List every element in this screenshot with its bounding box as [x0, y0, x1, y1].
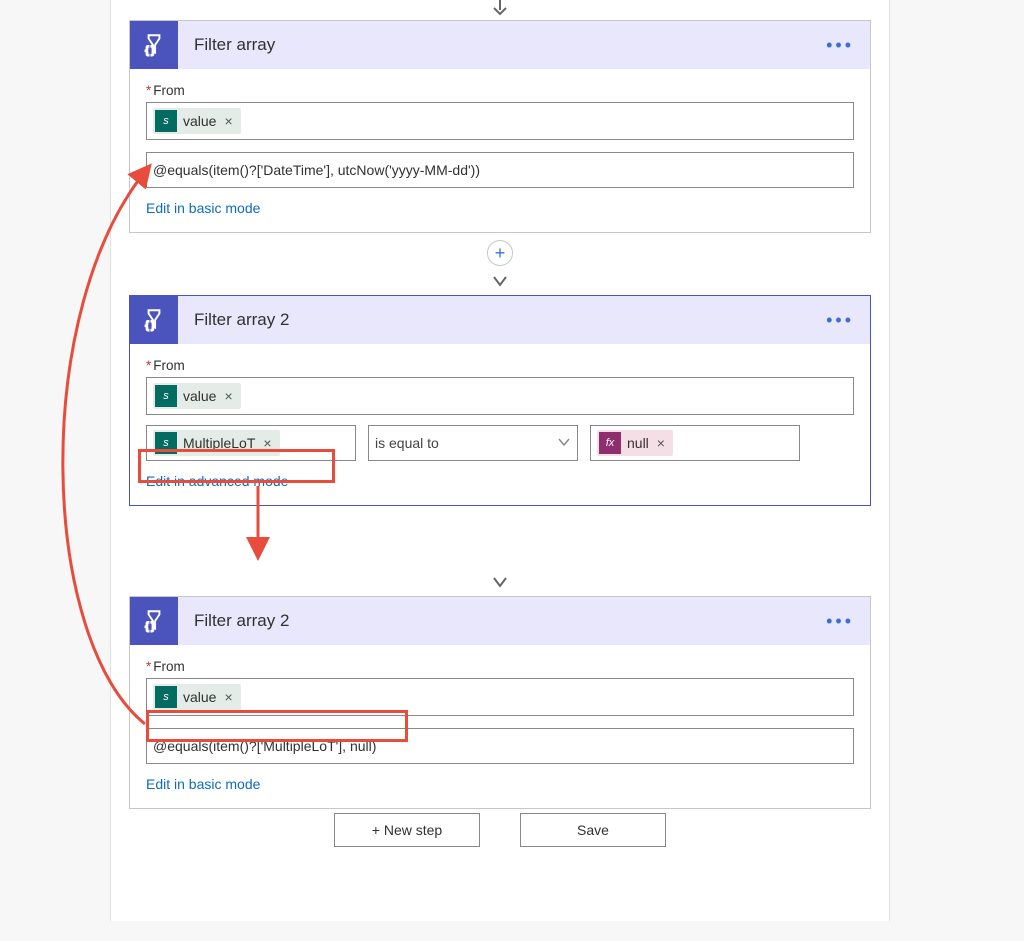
- card-menu-button[interactable]: •••: [810, 35, 870, 56]
- from-input[interactable]: s value ×: [146, 678, 854, 716]
- from-input[interactable]: s value ×: [146, 102, 854, 140]
- token-multiplelot[interactable]: s MultipleLoT ×: [153, 430, 280, 456]
- action-card-filter-array-2[interactable]: { } Filter array 2 ••• *From s value × s…: [129, 295, 871, 506]
- token-remove[interactable]: ×: [655, 435, 667, 451]
- data-operation-icon: { }: [130, 597, 178, 645]
- connector: +: [111, 233, 889, 273]
- card-menu-button[interactable]: •••: [810, 611, 870, 632]
- token-null[interactable]: fx null ×: [597, 430, 673, 456]
- spacer: [111, 506, 889, 574]
- condition-right-input[interactable]: fx null ×: [590, 425, 800, 461]
- footer-buttons: + New step Save: [111, 813, 889, 847]
- card-title: Filter array 2: [178, 611, 810, 631]
- expression-text: @equals(item()?['MultipleLoT'], null): [153, 738, 376, 754]
- field-label-from: *From: [146, 83, 854, 98]
- token-remove[interactable]: ×: [222, 689, 234, 705]
- token-label: value: [183, 388, 216, 404]
- expression-text: @equals(item()?['DateTime'], utcNow('yyy…: [153, 162, 480, 178]
- token-value[interactable]: s value ×: [153, 108, 241, 134]
- dynamic-content-icon: s: [155, 385, 177, 407]
- flow-canvas: { } Filter array ••• *From s value × @eq…: [110, 0, 890, 921]
- token-remove[interactable]: ×: [222, 113, 234, 129]
- card-header[interactable]: { } Filter array 2 •••: [130, 597, 870, 645]
- data-operation-icon: { }: [130, 21, 178, 69]
- token-label: value: [183, 689, 216, 705]
- field-label-from: *From: [146, 358, 854, 373]
- token-value[interactable]: s value ×: [153, 383, 241, 409]
- connector-arrow: [111, 273, 889, 291]
- add-step-button[interactable]: +: [487, 240, 513, 266]
- dynamic-content-icon: s: [155, 686, 177, 708]
- field-label-from: *From: [146, 659, 854, 674]
- card-menu-button[interactable]: •••: [810, 310, 870, 331]
- token-label: value: [183, 113, 216, 129]
- action-card-filter-array-1[interactable]: { } Filter array ••• *From s value × @eq…: [129, 20, 871, 233]
- token-remove[interactable]: ×: [261, 435, 273, 451]
- svg-text:{ }: { }: [145, 321, 155, 332]
- edit-basic-mode-link[interactable]: Edit in basic mode: [146, 776, 260, 792]
- save-button[interactable]: Save: [520, 813, 666, 847]
- card-body: *From s value × @equals(item()?['DateTim…: [130, 69, 870, 232]
- card-body: *From s value × @equals(item()?['Multipl…: [130, 645, 870, 808]
- edit-basic-mode-link[interactable]: Edit in basic mode: [146, 200, 260, 216]
- card-body: *From s value × s MultipleLoT × is: [130, 344, 870, 505]
- action-card-filter-array-2-advanced[interactable]: { } Filter array 2 ••• *From s value × @…: [129, 596, 871, 809]
- svg-text:{ }: { }: [145, 46, 155, 57]
- from-input[interactable]: s value ×: [146, 377, 854, 415]
- connector-arrow: [111, 0, 889, 18]
- condition-left-input[interactable]: s MultipleLoT ×: [146, 425, 356, 461]
- condition-row: s MultipleLoT × is equal to fx null ×: [146, 425, 854, 461]
- expression-input[interactable]: @equals(item()?['DateTime'], utcNow('yyy…: [146, 152, 854, 188]
- chevron-down-icon: [557, 435, 571, 452]
- data-operation-icon: { }: [130, 296, 178, 344]
- edit-advanced-mode-link[interactable]: Edit in advanced mode: [146, 473, 288, 489]
- dynamic-content-icon: s: [155, 432, 177, 454]
- token-label: MultipleLoT: [183, 435, 255, 451]
- card-header[interactable]: { } Filter array 2 •••: [130, 296, 870, 344]
- svg-text:{ }: { }: [145, 622, 155, 633]
- expression-input[interactable]: @equals(item()?['MultipleLoT'], null): [146, 728, 854, 764]
- dynamic-content-icon: s: [155, 110, 177, 132]
- card-header[interactable]: { } Filter array •••: [130, 21, 870, 69]
- operator-label: is equal to: [375, 435, 439, 451]
- card-title: Filter array 2: [178, 310, 810, 330]
- connector-arrow: [111, 574, 889, 592]
- token-label: null: [627, 435, 649, 451]
- token-remove[interactable]: ×: [222, 388, 234, 404]
- card-title: Filter array: [178, 35, 810, 55]
- token-value[interactable]: s value ×: [153, 684, 241, 710]
- condition-operator-select[interactable]: is equal to: [368, 425, 578, 461]
- fx-icon: fx: [599, 432, 621, 454]
- new-step-button[interactable]: + New step: [334, 813, 480, 847]
